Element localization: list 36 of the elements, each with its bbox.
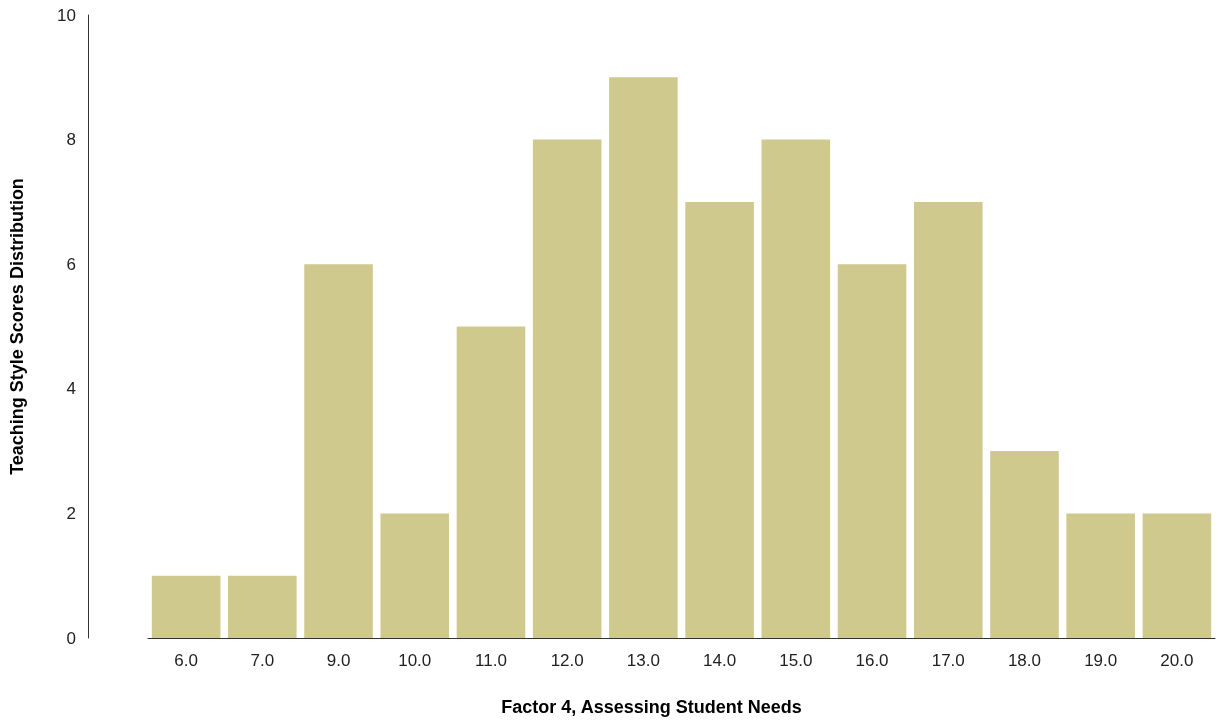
bar [151, 575, 221, 638]
bar [913, 201, 983, 638]
bar [1142, 513, 1212, 638]
x-tick-label: 7.0 [250, 651, 275, 670]
x-tick-label: 16.0 [855, 651, 889, 670]
x-tick-label: 11.0 [475, 651, 507, 670]
x-tick-label: 9.0 [326, 651, 351, 670]
x-axis-title: Factor 4, Assessing Student Needs [501, 697, 802, 717]
bar [532, 139, 602, 638]
bar [456, 326, 526, 638]
y-tick-label: 4 [66, 379, 76, 399]
x-tick-label: 12.0 [550, 651, 584, 670]
y-tick-label: 0 [66, 628, 76, 648]
x-tick-label: 15.0 [779, 651, 813, 670]
x-tick-label: 20.0 [1160, 651, 1194, 670]
x-tick-label: 17.0 [931, 651, 965, 670]
x-tick-label: 18.0 [1007, 651, 1042, 670]
bar [228, 575, 297, 638]
bar [609, 77, 678, 638]
bar [380, 513, 450, 638]
bar [990, 451, 1059, 638]
x-tick-label: 6.0 [174, 651, 198, 670]
y-tick-label: 6 [66, 254, 76, 274]
bar [761, 139, 831, 638]
y-tick-label: 8 [66, 130, 76, 150]
x-tick-label: 19.0 [1084, 651, 1118, 670]
x-tick-label: 14.0 [703, 651, 737, 670]
y-axis-title: Teaching Style Scores Distribution [7, 178, 27, 475]
bar [837, 264, 907, 638]
bar [685, 201, 754, 638]
x-tick-label: 10.0 [398, 651, 432, 670]
y-tick-label: 2 [66, 503, 76, 523]
bar [1066, 513, 1135, 638]
bar [304, 264, 373, 638]
x-tick-label: 13.0 [626, 651, 660, 670]
y-tick-label: 10 [57, 5, 76, 25]
